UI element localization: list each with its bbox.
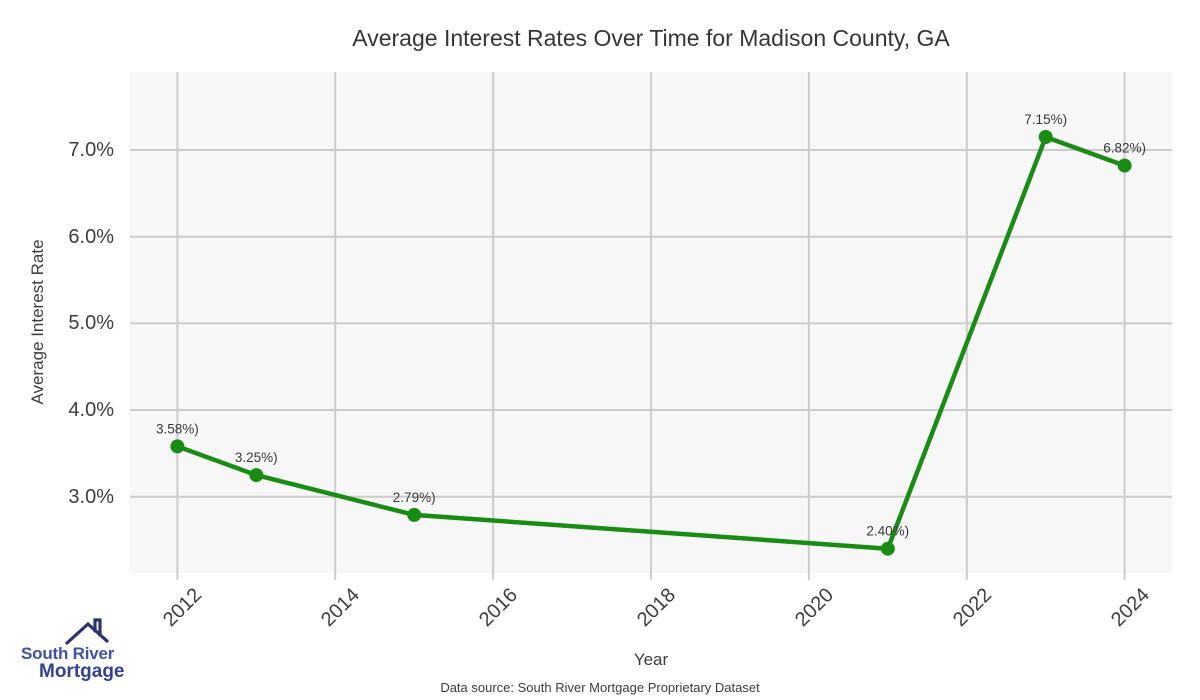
data-point-label: 7.15%) bbox=[1024, 112, 1067, 127]
x-tick-label: 2016 bbox=[474, 584, 522, 632]
y-tick-label: 7.0% bbox=[68, 139, 114, 161]
x-tick-label: 2020 bbox=[790, 584, 838, 632]
y-tick-label: 4.0% bbox=[68, 399, 114, 421]
data-source-caption: Data source: South River Mortgage Propri… bbox=[440, 680, 760, 695]
y-tick-label: 3.0% bbox=[68, 486, 114, 508]
rate-line bbox=[176, 134, 1126, 552]
data-point bbox=[1117, 158, 1132, 173]
data-point-label: 2.79%) bbox=[393, 490, 436, 505]
data-point-label: 3.58%) bbox=[156, 421, 199, 436]
plot-area: 3.58%) 3.25%) 2.79%) 2.40%) 7.15%) 6.82%) bbox=[130, 72, 1172, 580]
data-point bbox=[249, 468, 264, 483]
x-tick-label: 2014 bbox=[316, 584, 364, 632]
y-tick-label: 5.0% bbox=[68, 312, 114, 334]
data-point bbox=[880, 541, 895, 556]
logo-text-line1: South River bbox=[21, 644, 115, 663]
data-point bbox=[170, 439, 185, 454]
data-point bbox=[407, 507, 422, 522]
x-tick-label: 2024 bbox=[1106, 584, 1154, 632]
data-point-label: 3.25%) bbox=[235, 450, 278, 465]
x-tick-label: 2012 bbox=[158, 584, 206, 632]
x-axis-label: Year bbox=[633, 650, 669, 669]
x-tick-label: 2022 bbox=[948, 584, 996, 632]
data-point-label: 6.82%) bbox=[1103, 141, 1146, 156]
data-point bbox=[1038, 130, 1053, 144]
x-tick-label: 2018 bbox=[632, 584, 680, 632]
chart-title: Average Interest Rates Over Time for Mad… bbox=[352, 25, 950, 51]
south-river-mortgage-logo: South River Mortgage bbox=[15, 606, 140, 686]
line-chart-svg: 3.58%) 3.25%) 2.79%) 2.40%) 7.15%) 6.82%) bbox=[130, 72, 1172, 580]
y-tick-label: 6.0% bbox=[68, 226, 114, 248]
house-roof-icon bbox=[65, 618, 109, 645]
data-point-label: 2.40%) bbox=[866, 524, 909, 539]
logo-text-line2: Mortgage bbox=[39, 661, 125, 682]
